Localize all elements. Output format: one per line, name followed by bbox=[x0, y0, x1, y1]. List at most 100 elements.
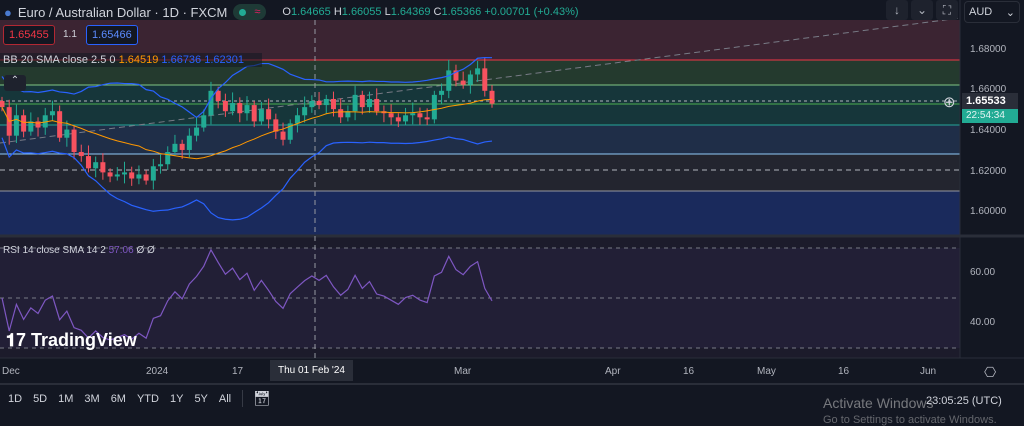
candle-body bbox=[150, 166, 156, 181]
candle-body bbox=[266, 109, 272, 120]
candle-body bbox=[78, 152, 84, 157]
candle-body bbox=[100, 162, 106, 173]
time-label: 16 bbox=[683, 366, 695, 377]
rsi-legend[interactable]: RSI 14 close SMA 14 2 57.06 Ø Ø bbox=[3, 245, 155, 256]
time-label: 17 bbox=[232, 366, 244, 377]
candle-body bbox=[143, 174, 149, 181]
add-alert-plus-icon[interactable]: ⊕ bbox=[943, 94, 956, 111]
candle-body bbox=[417, 113, 423, 118]
zone-fill bbox=[0, 125, 960, 154]
candle-body bbox=[431, 94, 437, 120]
candle-body bbox=[237, 103, 243, 114]
candle-body bbox=[49, 111, 55, 116]
go-to-date-calendar-icon[interactable]: 📅︎ bbox=[242, 390, 271, 407]
candle-body bbox=[446, 70, 452, 91]
bar-countdown: 22:54:34 bbox=[962, 109, 1018, 123]
candle-body bbox=[280, 131, 286, 140]
range-3m[interactable]: 3M bbox=[84, 393, 100, 405]
market-open-icon bbox=[239, 8, 247, 16]
time-label: Mar bbox=[454, 366, 472, 377]
candle-body bbox=[410, 113, 416, 116]
candle-body bbox=[467, 74, 473, 85]
market-status[interactable]: ≈ bbox=[233, 4, 267, 20]
chevron-down-icon: ⌄ bbox=[1005, 7, 1015, 19]
utc-clock[interactable]: 23:05:25 (UTC) bbox=[926, 395, 1002, 407]
range-ytd[interactable]: YTD bbox=[136, 393, 159, 405]
candle-body bbox=[107, 172, 113, 177]
candle-body bbox=[244, 105, 250, 114]
price-tick: 1.68000 bbox=[970, 44, 1007, 55]
price-tick: 1.62000 bbox=[970, 166, 1007, 177]
candle-body bbox=[309, 101, 315, 108]
candle-body bbox=[201, 115, 207, 128]
candle-body bbox=[114, 174, 120, 177]
rsi-line bbox=[1, 248, 493, 341]
scroll-down-button[interactable]: ↓ bbox=[886, 0, 908, 20]
time-label: 16 bbox=[838, 366, 850, 377]
candle-body bbox=[475, 68, 481, 75]
data-delay-icon: ≈ bbox=[254, 6, 261, 18]
candle-body bbox=[57, 111, 63, 138]
candle-body bbox=[215, 90, 221, 101]
zone-fill bbox=[0, 154, 960, 191]
candle-body bbox=[165, 152, 171, 165]
candle-body bbox=[186, 135, 192, 150]
candle-body bbox=[208, 90, 214, 116]
candle-body bbox=[482, 68, 488, 91]
zone-fill bbox=[0, 85, 960, 125]
rsi-tick: 40.00 bbox=[970, 317, 996, 328]
range-6m[interactable]: 6M bbox=[110, 393, 126, 405]
range-all[interactable]: All bbox=[218, 393, 232, 405]
candle-body bbox=[460, 80, 466, 85]
symbol-title[interactable]: Euro / Australian Dollar · 1D · FXCM bbox=[17, 4, 228, 20]
candle-body bbox=[21, 115, 27, 132]
candle-body bbox=[230, 103, 236, 112]
bb-lower-line bbox=[1, 136, 493, 221]
candle-body bbox=[93, 162, 99, 169]
range-5y[interactable]: 5Y bbox=[194, 393, 208, 405]
candle-body bbox=[403, 115, 409, 122]
tradingview-logo-icon: 𝟏7 bbox=[6, 330, 32, 350]
range-selector: 1D 5D 1M 3M 6M YTD 1Y 5Y All 📅︎ bbox=[8, 390, 271, 407]
candle-body bbox=[251, 105, 257, 122]
collapse-button[interactable]: ⌄ bbox=[911, 0, 933, 20]
time-label: May bbox=[757, 366, 776, 377]
last-price-label: 1.65533 bbox=[962, 93, 1018, 109]
crosshair-date-label: Thu 01 Feb '24 bbox=[270, 360, 353, 381]
collapse-legend-button[interactable]: ⌃ bbox=[4, 75, 26, 91]
candle-body bbox=[367, 98, 372, 108]
candle-body bbox=[64, 129, 70, 138]
candle-body bbox=[35, 121, 41, 128]
candle-body bbox=[489, 90, 495, 104]
range-1m[interactable]: 1M bbox=[58, 393, 74, 405]
candle-body bbox=[13, 115, 19, 136]
windows-activation-watermark: Activate Windows bbox=[823, 395, 934, 411]
candle-body bbox=[338, 109, 344, 118]
candle-body bbox=[179, 143, 185, 150]
time-label: 2024 bbox=[146, 366, 169, 377]
candle-body bbox=[439, 90, 445, 95]
settings-icon[interactable]: ⎔ bbox=[984, 364, 997, 380]
candle-body bbox=[85, 156, 91, 169]
range-5d[interactable]: 5D bbox=[33, 393, 48, 405]
buy-button[interactable]: 1.65466 bbox=[86, 25, 138, 45]
candle-body bbox=[222, 101, 228, 112]
windows-activation-hint: Go to Settings to activate Windows. bbox=[823, 414, 997, 426]
fullscreen-button[interactable]: ⛶ bbox=[936, 0, 958, 20]
price-tick: 1.64000 bbox=[970, 125, 1007, 136]
candle-body bbox=[302, 107, 308, 116]
tradingview-logo[interactable]: 𝟏7 TradingView bbox=[6, 330, 137, 350]
candle-body bbox=[194, 127, 200, 136]
range-1y[interactable]: 1Y bbox=[169, 393, 184, 405]
candle-body bbox=[294, 115, 300, 124]
sell-button[interactable]: 1.65455 bbox=[3, 25, 55, 45]
candle-body bbox=[71, 129, 77, 152]
currency-select[interactable]: AUD ⌄ bbox=[964, 1, 1020, 23]
bb-legend[interactable]: BB 20 SMA close 2.5 0 1.64519 1.66736 1.… bbox=[0, 53, 262, 67]
symbol-flag-icon: ● bbox=[4, 4, 12, 20]
candle-body bbox=[129, 172, 135, 179]
range-1d[interactable]: 1D bbox=[8, 393, 23, 405]
candle-body bbox=[42, 115, 48, 128]
time-label: Dec bbox=[2, 366, 20, 377]
